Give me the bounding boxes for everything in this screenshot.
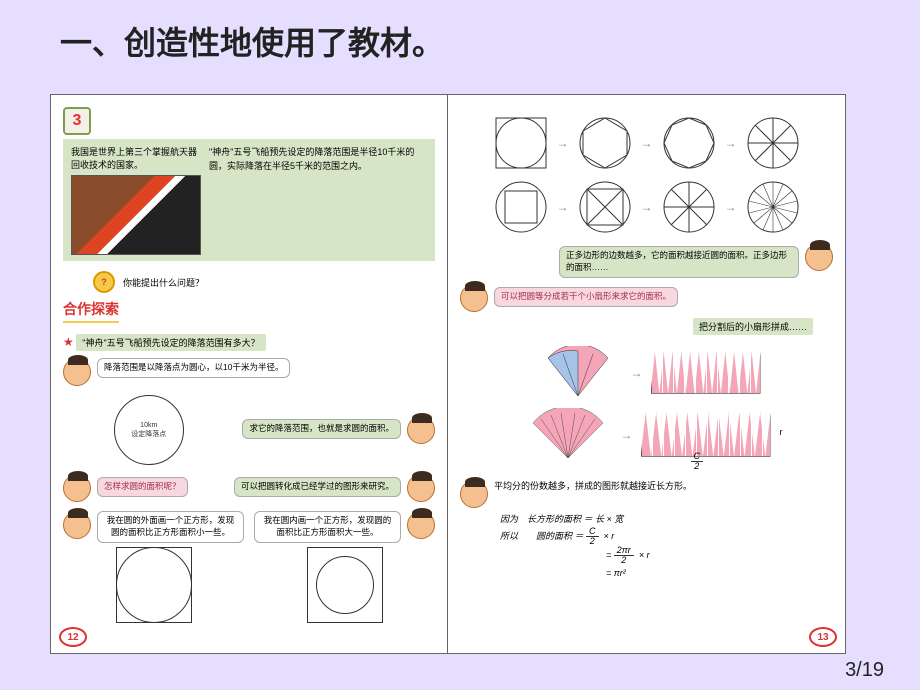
- fan-to-rect-row-1: →: [460, 346, 833, 400]
- arrow-icon: →: [621, 428, 633, 442]
- bubble-d: 可以把圆转化成已经学过的图形来研究。: [234, 477, 401, 497]
- fan-coarse: [533, 346, 623, 400]
- circle-outside-square: [116, 547, 192, 623]
- arrow-icon: →: [725, 136, 737, 150]
- polygon-row-1: → → →: [460, 115, 833, 171]
- arrow-icon: →: [631, 366, 643, 380]
- arrow-icon: →: [725, 200, 737, 214]
- bubble-f: 我在圆内画一个正方形，发现圆的面积比正方形面积大一些。: [254, 511, 401, 543]
- rect-formula: 因为 长方形的面积 ＝ 长 × 宽: [500, 511, 833, 527]
- slide-title: 一、创造性地使用了教材。: [60, 18, 444, 64]
- circle-inside-square: [307, 547, 383, 623]
- arrow-icon: →: [641, 200, 653, 214]
- eq2-d: 2: [614, 556, 634, 565]
- dense-sector-circle: [745, 179, 801, 235]
- student-face-icon: [460, 480, 488, 508]
- zigzag-fine: [641, 413, 771, 457]
- frac-2: 2: [691, 462, 704, 471]
- question-1: "神舟"五号飞船预先设定的降落范围有多大？: [76, 334, 265, 351]
- lesson-badge: 3: [63, 107, 91, 135]
- square-diag-in-circle: [577, 179, 633, 235]
- eq3: = πr²: [606, 565, 833, 581]
- student-face-icon: [407, 511, 435, 539]
- student-face-icon: [63, 358, 91, 386]
- times-r-2: × r: [639, 550, 650, 560]
- bubble-a: 降落范围是以降落点为圆心，以10千米为半径。: [97, 358, 290, 378]
- bubble-row-a: 降落范围是以降落点为圆心，以10千米为半径。: [63, 358, 435, 386]
- student-face-icon: [460, 284, 488, 312]
- page-left: 3 我国是世界上第三个掌握航天器回收技术的国家。 "神舟"五号飞船预先设定的降落…: [51, 95, 448, 653]
- slide-page-indicator: 3/19: [845, 659, 884, 682]
- zigzag-coarse: [651, 352, 761, 394]
- recombine-note: 把分割后的小扇形拼成……: [693, 318, 813, 335]
- poly-note: 正多边形的边数越多，它的面积越接近圆的面积。正多边形的面积……: [559, 246, 799, 278]
- octagon-in-circle: [661, 115, 717, 171]
- question-prompt: 你能提出什么问题？: [123, 276, 204, 289]
- student-face-icon: [407, 416, 435, 444]
- fan-to-rect-row-2: → r C2: [460, 408, 833, 462]
- square-in-circle: [493, 179, 549, 235]
- page-right: → → → → → → 正多边形的边数越多: [448, 95, 845, 653]
- r-label: r: [780, 427, 783, 437]
- square-circle-comparison: 我在圆的外面画一个正方形，发现圆的面积比正方形面积小一些。 我在圆内画一个正方形…: [63, 508, 435, 627]
- many-sector-circle: [745, 115, 801, 171]
- arrow-icon: →: [641, 136, 653, 150]
- intro-top-text: 我国是世界上第三个掌握航天器回收技术的国家。: [71, 145, 201, 171]
- student-face-icon: [805, 243, 833, 271]
- bubble-b: 求它的降落范围，也就是求圆的面积。: [242, 419, 401, 439]
- arrow-icon: →: [557, 200, 569, 214]
- bubble-e: 我在圆的外面画一个正方形，发现圆的面积比正方形面积小一些。: [97, 511, 244, 543]
- hexagon-in-circle: [577, 115, 633, 171]
- student-face-icon: [407, 474, 435, 502]
- landing-circle-diagram: 10km 设定降落点: [114, 395, 184, 465]
- arrow-icon: →: [557, 136, 569, 150]
- page-number-left: 12: [59, 627, 87, 647]
- circle-in-square: [493, 115, 549, 171]
- intro-right-text: "神舟"五号飞船预先设定的降落范围是半径10千米的圆，实际降落在半径5千米的范围…: [209, 145, 427, 255]
- conclusion-text: 平均分的份数越多，拼成的图形就越接近长方形。: [494, 480, 692, 494]
- split-note: 可以把圆等分成若干个小扇形来求它的面积。: [494, 287, 678, 307]
- intro-greenbox: 我国是世界上第三个掌握航天器回收技术的国家。 "神舟"五号飞船预先设定的降落范围…: [63, 139, 435, 261]
- bubble-c: 怎样求圆的面积呢？: [97, 477, 188, 497]
- student-face-icon: [63, 511, 91, 539]
- shenzhou-photo: [71, 175, 201, 255]
- student-face-icon: [63, 474, 91, 502]
- octagon-sectors: [661, 179, 717, 235]
- cooperate-heading: 合作探索: [63, 299, 119, 323]
- c-over-2-d: 2: [586, 537, 599, 546]
- formula-block: 因为 长方形的面积 ＝ 长 × 宽 所以 圆的面积 ＝ C2 × r = 2πr…: [500, 511, 833, 581]
- page-number-right: 13: [809, 627, 837, 647]
- question-row: ? 你能提出什么问题？: [93, 271, 435, 293]
- star-icon: ★: [63, 335, 74, 349]
- times-r: × r: [604, 531, 615, 541]
- textbook-pages: 3 我国是世界上第三个掌握航天器回收技术的国家。 "神舟"五号飞船预先设定的降落…: [50, 94, 846, 654]
- circle-center-label: 设定降落点: [131, 429, 166, 439]
- question-icon: ?: [93, 271, 115, 293]
- circle-formula-label: 所以 圆的面积 ＝: [500, 531, 584, 541]
- circle-radius-label: 10km: [131, 422, 166, 429]
- polygon-row-2: → → →: [460, 179, 833, 235]
- fan-fine: [523, 408, 613, 462]
